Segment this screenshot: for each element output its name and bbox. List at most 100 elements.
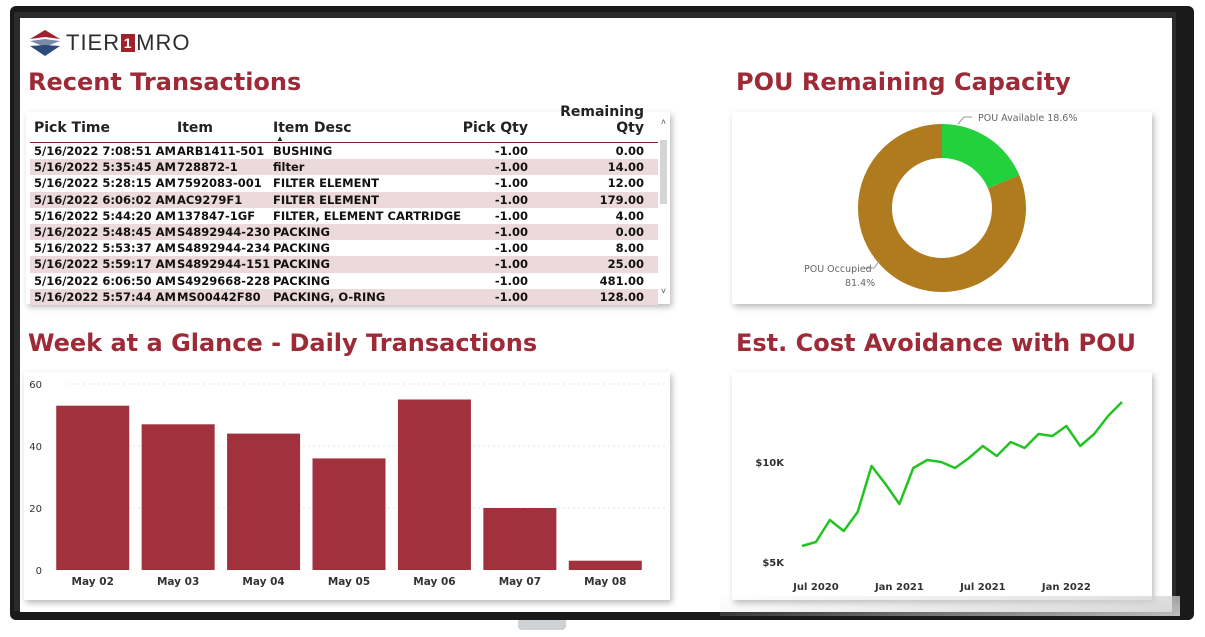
- cell-item: MS00442F80: [177, 289, 261, 304]
- logo-prefix: TIER: [66, 30, 121, 55]
- series-line[interactable]: [801, 401, 1123, 548]
- scroll-thumb[interactable]: [660, 140, 667, 204]
- pou-donut-chart: POU Available 18.6% POU Occupied 81.4%: [804, 113, 1077, 292]
- week-glance-title: Week at a Glance - Daily Transactions: [28, 329, 538, 357]
- cell-item: S4892944-151: [177, 257, 271, 272]
- x-tick-label: May 04: [242, 576, 284, 588]
- table-row[interactable]: 5/16/2022 7:08:51 AM ARB1411-501 BUSHING -1…: [30, 143, 658, 159]
- col-pick-time[interactable]: Pick Time: [34, 120, 110, 136]
- sort-caret-icon: ▲: [276, 134, 284, 143]
- cell-item-desc: PACKING: [273, 224, 330, 239]
- bar[interactable]: [312, 458, 386, 570]
- cell-item: S4929668-228: [177, 273, 271, 288]
- col-pick-qty[interactable]: Pick Qty: [462, 120, 528, 136]
- table-row[interactable]: 5/16/2022 5:48:45 AM S4892944-230 PACKING -…: [30, 223, 658, 241]
- cell-pick-time: 5/16/2022 5:35:45 AM: [34, 160, 176, 175]
- x-tick-label: May 06: [413, 576, 455, 588]
- dashboard-screen: TIER 1 MRO Recent Transactions POU Remaini…: [20, 18, 1172, 612]
- cell-item: AC9279F1: [177, 192, 243, 207]
- tier1mro-logo[interactable]: TIER 1 MRO: [28, 26, 190, 60]
- x-tick-label: May 07: [499, 576, 541, 588]
- cell-remaining-qty: 0.00: [615, 144, 644, 158]
- cell-pick-time: 5/16/2022 5:44:20 AM: [34, 208, 176, 223]
- cost-avoidance-card: $5K $10K Jul 2020 Jan 2021 Jul 2021 Jan 2022: [732, 372, 1152, 600]
- cell-item-desc: PACKING: [273, 257, 330, 272]
- cell-pick-time: 5/16/2022 6:06:50 AM: [34, 273, 176, 288]
- y-tick-label: $5K: [762, 558, 785, 569]
- table-header: Pick Time Item Item Desc Pick Qty Remain…: [30, 104, 658, 143]
- cell-pick-qty: -1.00: [494, 273, 528, 288]
- y-tick-label: $10K: [755, 458, 785, 469]
- y-tick-label: 0: [36, 566, 42, 577]
- cell-remaining-qty: 14.00: [607, 160, 644, 175]
- donut-label-occupied: POU Occupied: [804, 264, 872, 275]
- x-tick-label: May 03: [157, 576, 199, 588]
- cell-remaining-qty: 128.00: [599, 289, 644, 304]
- table-row[interactable]: 5/16/2022 5:57:44 AM MS00442F80 PACKING, O…: [30, 288, 658, 305]
- bar[interactable]: [397, 399, 471, 571]
- cell-pick-qty: -1.00: [494, 192, 528, 207]
- col-item[interactable]: Item: [177, 120, 213, 136]
- table-row[interactable]: 5/16/2022 5:59:17 AM S4892944-151 PACKING -…: [30, 256, 658, 273]
- cell-item: 728872-1: [177, 160, 238, 175]
- logo-mark-icon: [30, 30, 60, 56]
- table-row[interactable]: 5/16/2022 5:44:20 AM 137847-1GF FILTER, EL…: [30, 208, 658, 224]
- col-remaining-qty[interactable]: Remaining Qty: [560, 104, 644, 136]
- cell-pick-time: 5/16/2022 5:28:15 AM: [34, 176, 176, 191]
- cell-remaining-qty: 179.00: [599, 192, 644, 207]
- donut-label-available: POU Available 18.6%: [978, 113, 1077, 124]
- cell-remaining-qty: 0.00: [615, 224, 644, 239]
- pou-capacity-card: POU Available 18.6% POU Occupied 81.4%: [732, 112, 1152, 304]
- cell-pick-qty: -1.00: [494, 144, 528, 158]
- cell-item-desc: FILTER ELEMENT: [273, 176, 379, 191]
- scroll-down-icon[interactable]: ˅: [660, 286, 667, 296]
- daily-transactions-card: 0 20 40 60 May 02 May 03 May 04 May 05 May 06 May…: [24, 372, 670, 600]
- bar[interactable]: [483, 508, 557, 570]
- table-row[interactable]: 5/16/2022 5:28:15 AM 7592083-001 FILTER EL…: [30, 175, 658, 191]
- donut-slice-available[interactable]: [942, 124, 1020, 189]
- bar[interactable]: [141, 424, 215, 570]
- bar[interactable]: [227, 433, 301, 570]
- cell-pick-time: 5/16/2022 7:08:51 AM: [34, 144, 176, 158]
- table-scrollbar[interactable]: ˄ ˅: [659, 118, 668, 296]
- cell-remaining-qty: 4.00: [615, 208, 644, 223]
- table-row[interactable]: 5/16/2022 5:53:37 AM S4892944-234 PACKING -…: [30, 240, 658, 256]
- bar[interactable]: [568, 560, 642, 570]
- cell-pick-time: 5/16/2022 6:06:02 AM: [34, 192, 176, 207]
- cell-remaining-qty: 25.00: [607, 257, 644, 272]
- cell-item: S4892944-234: [177, 241, 271, 256]
- y-tick-label: 60: [29, 380, 42, 391]
- cost-avoidance-title: Est. Cost Avoidance with POU: [736, 329, 1137, 357]
- donut-slice-occupied[interactable]: [858, 124, 1026, 292]
- label-leader-available: [957, 116, 972, 125]
- scroll-up-icon[interactable]: ˄: [660, 117, 667, 127]
- cell-pick-time: 5/16/2022 5:59:17 AM: [34, 257, 176, 272]
- logo-suffix: MRO: [136, 30, 191, 55]
- cell-item-desc: PACKING: [273, 241, 330, 256]
- table-row[interactable]: 5/16/2022 6:06:50 AM S4929668-228 PACKING -…: [30, 273, 658, 289]
- table-row[interactable]: 5/16/2022 5:35:45 AM 728872-1 filter -1.00 1…: [30, 159, 658, 176]
- cell-pick-time: 5/16/2022 5:53:37 AM: [34, 241, 176, 256]
- donut-value-occupied: 81.4%: [845, 278, 875, 289]
- pou-capacity-title: POU Remaining Capacity: [736, 68, 1071, 96]
- cell-pick-qty: -1.00: [494, 289, 528, 304]
- cell-remaining-qty: 8.00: [615, 241, 644, 256]
- bar[interactable]: [56, 405, 130, 570]
- cell-remaining-qty: 12.00: [607, 176, 644, 191]
- y-tick-label: 40: [29, 442, 42, 453]
- y-tick-label: 20: [29, 504, 42, 515]
- x-tick-label: Jan 2022: [1041, 582, 1091, 593]
- x-tick-label: May 02: [72, 576, 114, 588]
- col-item-desc[interactable]: Item Desc: [273, 120, 352, 136]
- cell-item: ARB1411-501: [177, 144, 265, 158]
- cell-pick-qty: -1.00: [494, 224, 528, 239]
- daily-transactions-chart: 0 20 40 60 May 02 May 03 May 04 May 05 May 06 May…: [29, 380, 666, 588]
- cell-pick-qty: -1.00: [494, 176, 528, 191]
- cost-avoidance-chart: $5K $10K Jul 2020 Jan 2021 Jul 2021 Jan 2022: [755, 401, 1123, 593]
- table-row[interactable]: 5/16/2022 6:06:02 AM AC9279F1 FILTER ELEME…: [30, 191, 658, 208]
- transactions-table-card: Pick Time Item Item Desc Pick Qty Remain…: [26, 104, 670, 305]
- cell-pick-qty: -1.00: [494, 257, 528, 272]
- transactions-table: Pick Time Item Item Desc Pick Qty Remain…: [30, 104, 658, 305]
- cell-pick-time: 5/16/2022 5:57:44 AM: [34, 289, 176, 304]
- logo-one: 1: [121, 34, 136, 52]
